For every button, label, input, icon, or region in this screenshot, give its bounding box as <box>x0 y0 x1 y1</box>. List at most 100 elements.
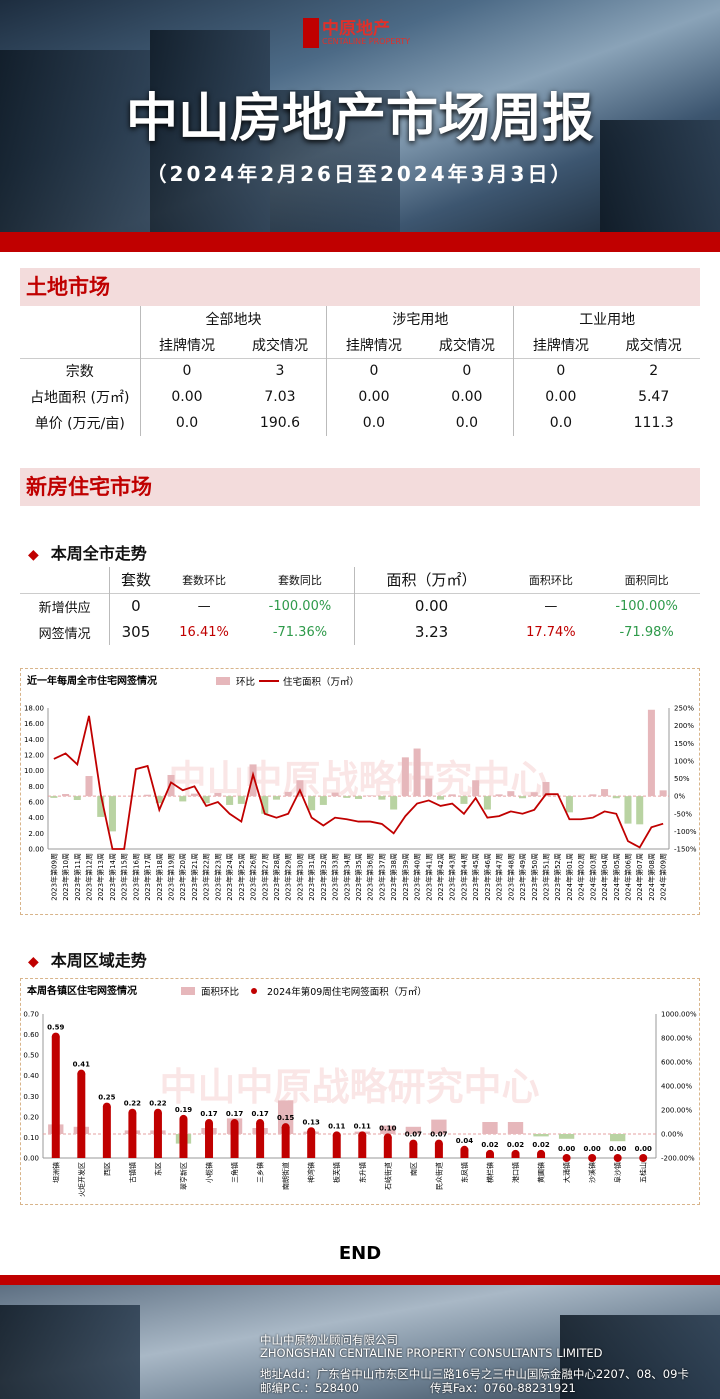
x-tick-label: 2023年第33周 <box>331 853 340 901</box>
data-label: 0.00 <box>609 1145 626 1153</box>
data-label: 0.17 <box>226 1110 243 1118</box>
data-label: 0.11 <box>354 1122 371 1130</box>
subheader: 挂牌情况 <box>513 332 608 358</box>
bar <box>331 792 339 797</box>
group-header: 工业用地 <box>513 306 700 332</box>
legend-label: 环比 <box>236 676 255 688</box>
watermark: 中山中原战略研究中心 <box>168 758 548 802</box>
x-tick-label: 2023年第41周 <box>424 853 433 901</box>
data-label: 0.10 <box>379 1124 396 1132</box>
cell: 3.23 <box>353 619 509 645</box>
table-row: 宗数 0 3 0 0 0 2 <box>20 358 700 384</box>
cell: 0 <box>109 593 162 619</box>
subheader: 成交情况 <box>251 337 308 354</box>
bar <box>214 792 222 797</box>
bar <box>51 1036 60 1158</box>
x-tick-label: 三角镇 <box>230 1162 239 1183</box>
cell: 0.0 <box>455 415 479 431</box>
x-tick-label: 2023年第24周 <box>225 853 234 901</box>
table-row: 单价 (万元/亩) 0.0 190.6 0.0 0.0 0.0 111.3 <box>20 410 700 436</box>
bar <box>390 796 398 810</box>
x-tick-label: 2024年第09周 <box>659 853 668 901</box>
bar <box>179 1118 188 1158</box>
dot <box>383 1133 392 1142</box>
group-header: 全部地块 <box>139 306 327 332</box>
x-tick-label: 2023年第26周 <box>249 853 258 901</box>
y2-tick-label: -200.00% <box>661 1155 695 1163</box>
subsection-title: 本周全市走势 <box>28 540 147 564</box>
bar <box>50 796 58 798</box>
y-tick-label: 0.00 <box>28 846 44 854</box>
dot <box>460 1145 469 1154</box>
x-tick-label: 2023年第36周 <box>366 853 375 901</box>
legend-label: 面积环比 <box>201 986 239 998</box>
dot <box>230 1119 239 1128</box>
bar <box>167 774 175 797</box>
bar <box>482 1122 498 1134</box>
dot <box>613 1154 622 1162</box>
bar <box>533 1134 549 1137</box>
cell: 305 <box>109 619 162 645</box>
bar <box>507 1122 524 1134</box>
dot <box>281 1123 290 1132</box>
bar <box>307 1131 316 1158</box>
bar <box>308 796 316 811</box>
cell: 3 <box>275 363 285 380</box>
y-tick-label: 0.40 <box>23 1072 39 1080</box>
cell: 宗数 <box>65 364 94 381</box>
x-tick-label: 2023年第37周 <box>377 853 386 901</box>
bar <box>102 1106 111 1158</box>
district-chart: 中山中原战略研究中心 本周各镇区住宅网签情况 面积环比 2024年第09周住宅网签面积… <box>20 978 700 1205</box>
x-tick-label: 横栏镇 <box>485 1162 494 1183</box>
cell: 0.00 <box>139 384 234 410</box>
data-label: 0.17 <box>200 1110 217 1118</box>
data-label: 0.22 <box>124 1100 141 1108</box>
bar <box>230 1123 239 1158</box>
legend-swatch <box>216 677 230 685</box>
x-tick-label: 2023年第10周 <box>61 853 70 901</box>
y-tick-label: 18.00 <box>24 705 44 713</box>
footer: 中山中原物业顾问有限公司 ZHONGSHAN CENTALINE PROPERT… <box>0 1285 720 1399</box>
company: 中山中原物业顾问有限公司 <box>260 1333 398 1347</box>
red-band <box>0 232 720 252</box>
bar <box>205 1123 214 1158</box>
subtitle: （2024年2月26日至2024年3月3日） <box>146 162 574 186</box>
cell: 新增供应 <box>38 600 91 616</box>
table-row: 新增供应 0 — -100.00% 0.00 — -100.00% <box>20 593 700 619</box>
cell: 0.00 <box>513 384 608 410</box>
x-tick-label: 西区 <box>103 1162 111 1176</box>
x-tick-label: 2023年第32周 <box>319 853 328 901</box>
cell: 0.00 <box>451 389 483 405</box>
cell: — <box>544 598 558 614</box>
y2-tick-label: -50% <box>674 810 692 818</box>
bar <box>610 1134 626 1142</box>
subheader-row: 挂牌情况 成交情况 挂牌情况 成交情况 挂牌情况 成交情况 <box>20 332 700 358</box>
bar <box>77 1073 86 1158</box>
subheader: 成交情况 <box>438 337 495 354</box>
y2-tick-label: 50% <box>674 775 690 783</box>
bar <box>272 796 280 800</box>
cell: -71.98% <box>619 624 674 640</box>
data-label: 0.59 <box>47 1024 64 1032</box>
data-label: 0.25 <box>98 1094 115 1102</box>
y-tick-label: 10.00 <box>24 767 44 775</box>
x-tick-label: 2023年第22周 <box>202 853 211 901</box>
address: 地址Add：广东省中山市东区中山三路16号之三中山国际金融中心2207、08、0… <box>260 1367 689 1381</box>
building <box>0 50 150 232</box>
cell: 0 <box>326 358 421 384</box>
y2-tick-label: 1000.00% <box>661 1011 697 1019</box>
logo-mark <box>303 18 319 48</box>
x-tick-label: 东升镇 <box>358 1162 367 1183</box>
x-tick-label: 2024年第03周 <box>588 853 597 901</box>
cell: 单价 (万元/亩) <box>34 416 125 432</box>
land-table: 全部地块 涉宅用地 工业用地 挂牌情况 成交情况 挂牌情况 成交情况 挂牌情况 成交情况 宗数 0 3… <box>20 306 700 436</box>
bar <box>460 1149 469 1158</box>
x-tick-label: 翠亨新区 <box>179 1162 188 1190</box>
bar <box>558 1134 575 1139</box>
header-row: 套数 套数环比 套数同比 面积（万㎡） 面积环比 面积同比 <box>20 567 700 593</box>
data-label: 0.02 <box>481 1141 498 1149</box>
bar <box>601 789 609 797</box>
y-tick-label: 14.00 <box>24 736 44 744</box>
x-tick-label: 古镇镇 <box>128 1162 137 1183</box>
data-label: 0.22 <box>149 1100 166 1108</box>
